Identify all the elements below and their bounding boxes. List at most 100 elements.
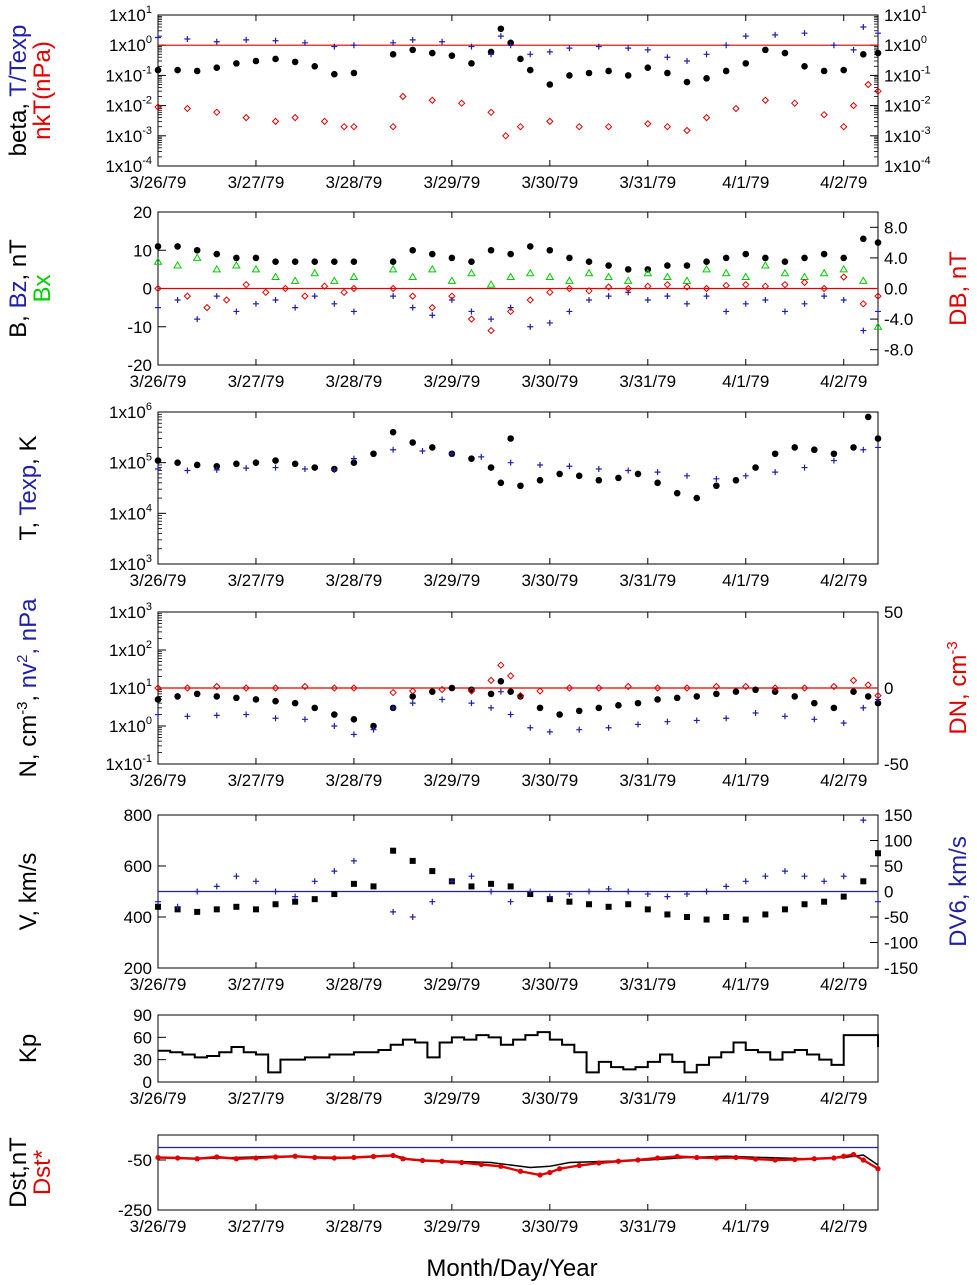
x-tick-label: 3/29/79 [424,173,481,192]
data-point [625,901,632,908]
tick-exponent: 0 [921,34,927,46]
data-point [801,63,808,70]
data-point [683,472,690,479]
data-point [625,45,632,52]
data-point [673,489,681,497]
label-part: beta, [5,97,32,157]
data-point [860,446,867,453]
data-point [791,444,799,451]
data-point [154,66,162,74]
label-part: DB, nT [945,251,972,326]
data-point [693,494,701,502]
data-point [791,99,799,107]
data-point [742,916,749,923]
data-point [742,300,749,307]
data-point [694,1154,700,1161]
tick-exponent: 5 [146,452,152,464]
data-point [772,469,779,476]
tick-exponent: 3 [146,601,152,613]
series-diamond [154,273,882,335]
label-part: Kp [15,1034,42,1063]
x-tick-label: 4/2/79 [820,975,867,994]
data-point [231,261,241,269]
data-point [722,67,730,75]
data-point [498,1163,504,1169]
tick-exponent: -3 [921,125,931,137]
data-point [874,699,882,707]
y2-tick-label: 0.0 [884,280,908,299]
data-point [801,464,808,471]
y-tick-label: 10 [133,241,152,260]
data-point [439,696,446,703]
data-point [350,258,358,266]
data-point [702,264,711,273]
data-point [408,687,417,695]
data-point [702,113,711,122]
data-point [761,282,770,290]
x-tick-label: 3/28/79 [326,571,383,590]
data-point [683,262,691,269]
data-point [506,672,515,680]
data-point [438,685,446,694]
data-point [390,39,397,46]
x-tick-label: 4/2/79 [820,1217,867,1236]
data-point [213,250,221,258]
y-tick-label: 1x104 [109,502,152,523]
tick-mantissa: 1x10 [109,555,146,574]
x-tick-label: 3/27/79 [228,1089,285,1108]
data-point [604,283,613,291]
data-point [693,693,701,700]
y-axis-label-line2: nkT(nPa) [29,41,56,140]
data-point [340,123,348,131]
data-point [604,123,613,131]
data-point [301,39,308,46]
data-point [536,687,544,695]
data-point [840,66,848,74]
label-part: Bz [5,280,32,308]
tick-exponent: -4 [921,155,931,167]
data-point [860,50,867,58]
data-point [585,258,593,266]
data-point [291,113,299,122]
x-tick-label: 3/28/79 [326,1089,383,1108]
data-point [389,284,397,293]
data-point [213,693,221,700]
data-point [292,304,299,311]
data-point [840,296,847,303]
data-point [252,459,260,466]
data-point [252,906,259,913]
data-point [213,462,221,470]
data-point [487,326,495,335]
data-point [624,284,632,293]
data-point [301,682,309,691]
data-point [468,258,475,266]
data-point [193,67,201,75]
data-point [155,465,161,472]
data-point [653,684,662,692]
y2-tick-label: 50 [884,857,903,876]
data-point [390,293,397,300]
data-point [526,296,534,304]
y-axis-label-line2: Dst* [29,1150,56,1195]
data-point [683,300,690,307]
data-point [331,258,338,266]
data-point [644,282,652,290]
label-part: 2 [15,655,31,663]
data-point [663,272,672,281]
x-tick-label: 3/26/79 [130,1217,187,1236]
x-tick-label: 3/29/79 [424,975,481,994]
data-point [585,287,593,295]
data-point [703,293,710,300]
data-point [370,726,377,733]
data-point [527,888,534,895]
tick-exponent: -2 [142,95,152,107]
data-point [644,64,652,71]
label-part: DV6, km/s [945,836,972,947]
data-point [439,38,446,45]
data-point [272,697,279,705]
series-plus [155,289,881,334]
data-point [840,254,848,262]
x-tick-label: 3/28/79 [326,173,383,192]
x-tick-label: 3/28/79 [326,975,383,994]
